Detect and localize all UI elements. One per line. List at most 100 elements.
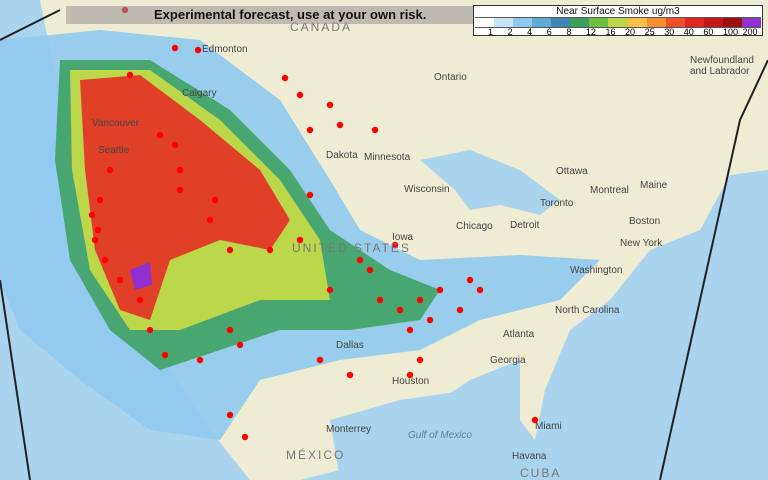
fire-locations — [88, 6, 539, 441]
fire-dot — [156, 131, 164, 139]
great-lakes — [420, 150, 560, 215]
legend-color-bar — [475, 17, 761, 28]
fire-dot — [136, 296, 144, 304]
fire-dot — [194, 46, 202, 54]
fire-dot — [126, 71, 134, 79]
legend-tick: 200 — [742, 27, 758, 37]
fire-dot — [466, 276, 474, 284]
map-label-city: Houston — [392, 376, 430, 387]
map-label-region: Iowa — [392, 232, 414, 243]
legend-tick: 4 — [527, 27, 533, 37]
map-label-city: Boston — [629, 216, 661, 227]
map-label-city: Washington — [570, 265, 623, 276]
fire-dot — [436, 286, 444, 294]
map-label-city: Calgary — [182, 88, 217, 99]
map-label-city: Toronto — [540, 198, 574, 209]
fire-dot — [171, 141, 179, 149]
smoke-legend: Near Surface Smoke ug/m3 1 2 4 6 8 12 16 20 25 30… — [473, 5, 763, 37]
fire-dot — [346, 371, 354, 379]
fire-dot — [306, 191, 314, 199]
map-label-region: Georgia — [490, 355, 526, 366]
fire-dot — [206, 216, 214, 224]
fire-dot — [94, 226, 102, 234]
legend-tick: 40 — [683, 27, 694, 37]
legend-swatch — [494, 18, 514, 27]
map-label-region: Ontario — [434, 72, 467, 83]
fire-dot — [356, 256, 364, 264]
fire-dot — [241, 433, 249, 441]
fire-dot — [396, 306, 404, 314]
projection-border-north — [0, 9, 61, 41]
fire-dot — [366, 266, 374, 274]
banner-text: Experimental forecast, use at your own r… — [154, 7, 427, 22]
map-label-region: North Carolina — [555, 305, 620, 316]
map-label-city: Atlanta — [503, 329, 535, 340]
map-label-city: Vancouver — [92, 118, 140, 129]
map-label-country: MÉXICO — [286, 448, 346, 462]
fire-dot — [326, 286, 334, 294]
fire-dot — [416, 356, 424, 364]
fire-dot — [226, 246, 234, 254]
legend-tick: 12 — [585, 27, 596, 37]
fire-dot — [88, 211, 96, 219]
legend-swatch — [703, 18, 723, 27]
legend-tick: 30 — [664, 27, 675, 37]
map-label-country: UNITED STATES — [292, 241, 411, 255]
legend-tick: 20 — [625, 27, 636, 37]
gulf-of-mexico — [330, 390, 520, 480]
map-label-city: Detroit — [510, 220, 540, 231]
fire-dot — [146, 326, 154, 334]
fire-dot — [376, 296, 384, 304]
map-label-region: Minnesota — [364, 152, 411, 163]
fire-dot — [391, 241, 399, 249]
legend-tick: 8 — [566, 27, 572, 37]
legend-title: Near Surface Smoke ug/m3 — [556, 6, 680, 17]
fire-dot — [236, 341, 244, 349]
fire-dot — [196, 356, 204, 364]
map-label-city: New York — [620, 238, 663, 249]
fire-dot — [416, 296, 424, 304]
fire-dot — [316, 356, 324, 364]
legend-swatch — [551, 18, 571, 27]
fire-dot — [326, 101, 334, 109]
map-label-city: Edmonton — [202, 44, 248, 55]
fire-dot — [296, 236, 304, 244]
projection-border-east — [659, 59, 768, 480]
fire-dot — [226, 326, 234, 334]
legend-tick: 1 — [488, 27, 494, 37]
fire-dot — [406, 326, 414, 334]
legend-tick: 60 — [703, 27, 714, 37]
map-label-region: Newfoundland and Labrador — [690, 55, 754, 77]
map-label-city: Havana — [512, 451, 547, 462]
fire-dot — [226, 411, 234, 419]
smoke-very-heavy — [130, 262, 152, 290]
fire-dot — [406, 371, 414, 379]
fire-dot — [281, 74, 289, 82]
projection-border-west — [0, 279, 31, 480]
legend-swatch — [741, 18, 761, 27]
fire-dot — [101, 256, 109, 264]
map-label-country: CUBA — [520, 466, 562, 480]
smoke-heavy — [80, 75, 290, 320]
map-label-region: Wisconsin — [404, 184, 450, 195]
fire-dot — [161, 351, 169, 359]
legend-ticks: 1 2 4 6 8 12 16 20 25 30 40 60 100 200 — [474, 28, 762, 37]
map-label-city: Dallas — [336, 340, 364, 351]
fire-dot — [116, 276, 124, 284]
legend-swatch — [608, 18, 628, 27]
legend-swatch — [589, 18, 609, 27]
fire-dot — [476, 286, 484, 294]
map-label-water: Gulf of Mexico — [408, 430, 472, 441]
fire-dot — [296, 91, 304, 99]
fire-dot — [211, 196, 219, 204]
map-label-city: Seattle — [98, 145, 130, 156]
fire-dot — [336, 121, 344, 129]
fire-dot — [426, 316, 434, 324]
fire-dot — [91, 236, 99, 244]
legend-tick: 6 — [546, 27, 552, 37]
fire-dot — [96, 196, 104, 204]
legend-swatch — [475, 18, 495, 27]
map-label-city: Chicago — [456, 221, 493, 232]
fire-dot — [371, 126, 379, 134]
